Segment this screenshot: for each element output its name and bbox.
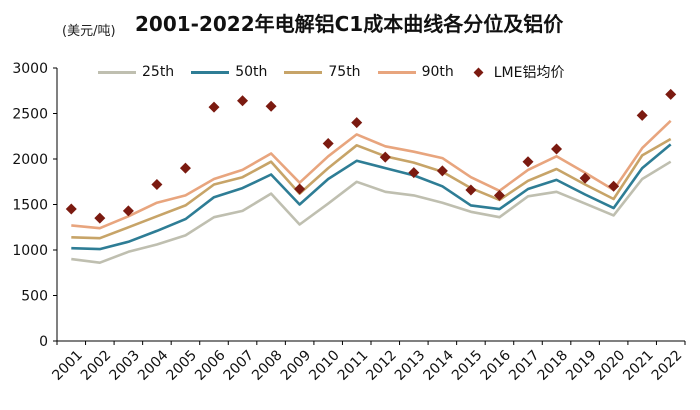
data-point-lme-price <box>294 183 306 195</box>
x-tick-label: 2005 <box>164 347 201 384</box>
data-point-lme-price <box>265 100 277 112</box>
legend-label: 50th <box>235 64 268 80</box>
x-tick-label: 2006 <box>192 347 229 384</box>
x-tick-label: 2021 <box>620 347 657 384</box>
legend-item-lme-price: LME铝均价 <box>471 62 565 82</box>
data-point-lme-price <box>94 212 106 224</box>
data-point-lme-price <box>665 88 677 100</box>
data-point-lme-price <box>151 178 163 190</box>
x-tick-label: 2011 <box>335 347 372 384</box>
data-point-lme-price <box>379 151 391 163</box>
y-tick-label: 2500 <box>12 107 48 123</box>
data-point-lme-price <box>237 95 249 107</box>
chart-title: 2001-2022年电解铝C1成本曲线各分位及铝价 <box>135 12 564 36</box>
legend-label: 75th <box>328 64 361 80</box>
data-point-lme-price <box>493 189 505 201</box>
data-point-lme-price <box>208 101 220 113</box>
legend-item-p75th: 75th <box>284 64 361 80</box>
legend-swatch <box>284 70 323 74</box>
x-tick-label: 2001 <box>49 347 86 384</box>
legend-label: LME铝均价 <box>493 65 565 81</box>
y-tick-label: 2000 <box>12 152 48 168</box>
series-line-p75th <box>71 137 672 240</box>
x-tick-label: 2018 <box>535 347 572 384</box>
series-line-p25th <box>71 160 672 265</box>
x-tick-label: 2019 <box>563 347 600 384</box>
data-point-lme-price <box>465 184 477 196</box>
legend-label: 25th <box>142 64 175 80</box>
y-tick-label: 0 <box>39 334 48 350</box>
data-point-lme-price <box>579 172 591 184</box>
data-point-lme-price <box>436 165 448 177</box>
legend-item-p90th: 90th <box>377 64 454 80</box>
legend: 25th 50th 75th 90th LME铝均价 <box>98 62 581 82</box>
x-tick-label: 2003 <box>106 347 143 384</box>
data-point-lme-price <box>351 117 363 129</box>
data-point-lme-price <box>122 205 134 217</box>
data-point-lme-price <box>551 143 563 155</box>
x-tick-label: 2010 <box>306 347 343 384</box>
y-tick-label: 500 <box>21 289 48 305</box>
legend-swatch <box>191 70 230 74</box>
legend-swatch <box>98 70 136 74</box>
legend-label: 90th <box>421 64 454 80</box>
legend-item-p25th: 25th <box>98 64 174 80</box>
x-tick-label: 2009 <box>278 347 315 384</box>
data-point-lme-price <box>65 203 77 215</box>
data-point-lme-price <box>522 156 534 168</box>
x-tick-label: 2017 <box>506 347 543 384</box>
data-point-lme-price <box>322 138 334 150</box>
legend-swatch <box>377 70 416 74</box>
x-tick-label: 2013 <box>392 347 429 384</box>
x-tick-label: 2004 <box>135 347 172 384</box>
data-point-lme-price <box>408 167 420 179</box>
x-tick-label: 2014 <box>420 347 457 384</box>
series-line-p50th <box>71 143 672 251</box>
y-tick-label: 1000 <box>12 243 48 259</box>
x-tick-label: 2002 <box>78 347 115 384</box>
x-tick-label: 2016 <box>478 347 515 384</box>
x-tick-label: 2020 <box>592 347 629 384</box>
data-point-lme-price <box>179 162 191 174</box>
x-tick-label: 2015 <box>449 347 486 384</box>
legend-item-p50th: 50th <box>191 64 267 80</box>
y-tick-label: 1500 <box>12 198 48 214</box>
legend-swatch <box>473 67 484 77</box>
x-tick-label: 2008 <box>249 347 286 384</box>
x-tick-label: 2012 <box>363 347 400 384</box>
x-tick-label: 2022 <box>649 347 686 384</box>
y-tick-label: 3000 <box>12 61 48 77</box>
y-axis-unit-label: (美元/吨) <box>62 24 116 39</box>
series-line-p90th <box>71 119 672 230</box>
x-tick-label: 2007 <box>221 347 258 384</box>
data-point-lme-price <box>608 180 620 192</box>
data-point-lme-price <box>636 109 648 121</box>
